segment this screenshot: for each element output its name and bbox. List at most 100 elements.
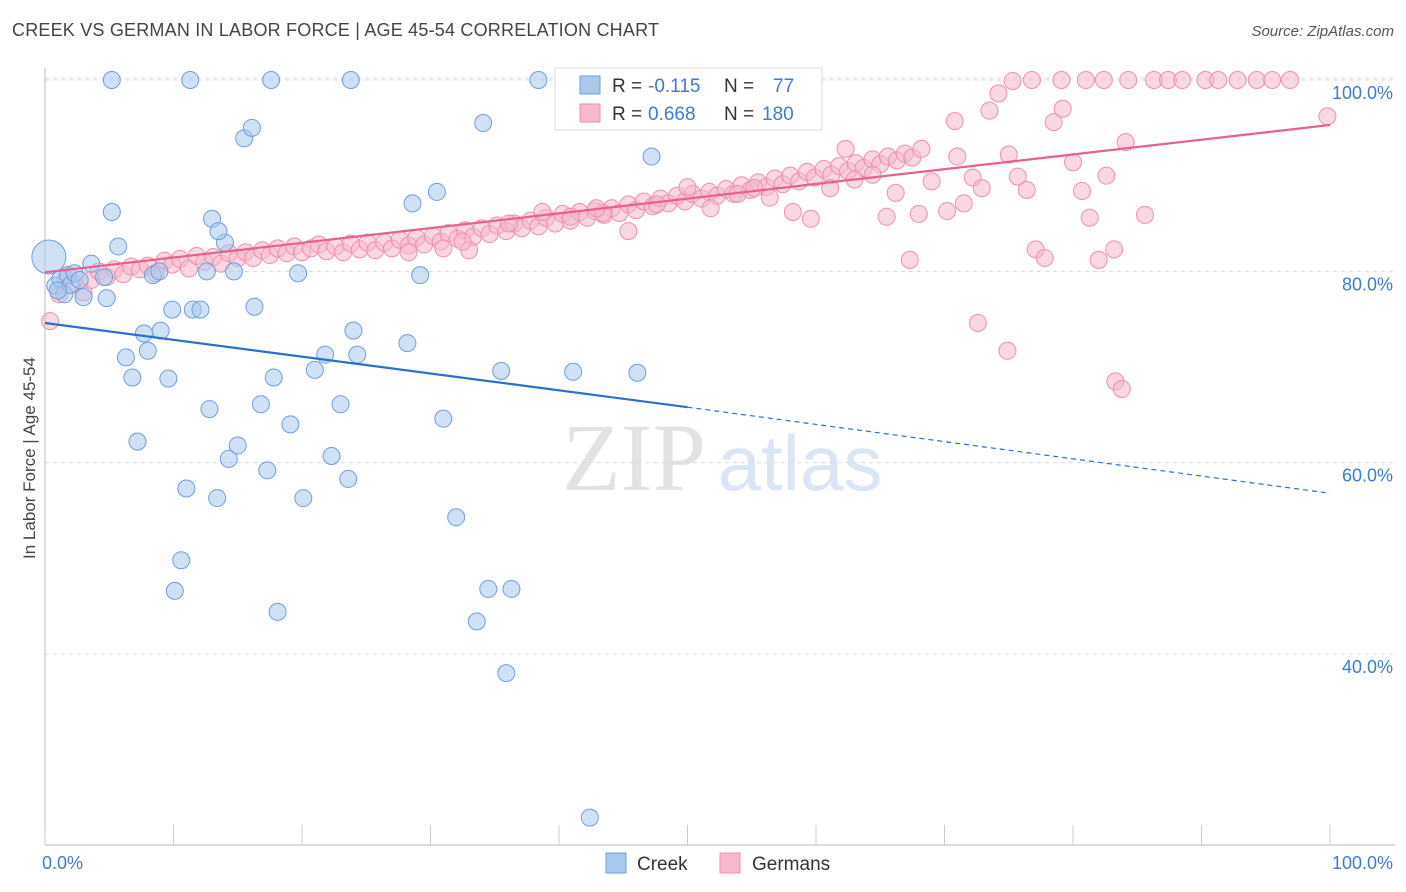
creek-point [163,300,182,319]
bottom-legend: Creek Germans [605,852,830,875]
creek-point [172,551,191,570]
creek-point [427,182,446,201]
german-point [678,178,697,197]
creek-bottom-swatch [605,852,627,874]
creek-point [492,361,511,380]
german-point [900,250,919,269]
y-tick-label: 60.0% [1342,466,1393,486]
creek-point [31,239,67,275]
x-tick-label-max: 100.0% [1332,853,1393,873]
german-point [1044,113,1063,132]
creek-point [447,508,466,527]
german-point [783,203,802,222]
creek-point [262,71,281,89]
german-point [399,243,418,262]
german-point [1173,71,1192,89]
creek-point [398,334,417,353]
y-tick-label: 80.0% [1342,274,1393,294]
creek-point [474,114,493,133]
german-point [1116,133,1135,152]
german-point [1228,71,1247,89]
creek-point [197,262,216,281]
german-point [980,101,999,120]
german-point [745,179,764,198]
german-point [1076,71,1095,89]
creek-point [281,415,300,434]
creek-point [48,281,67,300]
creek-point [123,368,142,387]
german-n-value: 180 [762,104,794,125]
x-tick-label-min: 0.0% [42,853,83,873]
german-point [801,209,820,228]
creek-point [403,194,422,213]
german-point [1008,167,1027,186]
german-point [1035,248,1054,267]
creek-point [102,203,121,222]
creek-point [348,345,367,364]
creek-point [109,237,128,256]
creek-point [177,479,196,498]
german-point [948,147,967,166]
german-point [1263,71,1282,89]
axes [44,68,1395,846]
creek-trend-line [44,321,688,409]
y-tick-label: 100.0% [1332,83,1393,103]
german-point [1281,71,1300,89]
german-point [1247,71,1266,89]
creek-n-value: 77 [773,76,794,97]
german-point [760,188,779,207]
german-point [922,172,941,191]
german-r-label: R = [612,104,642,125]
creek-r-label: R = [612,76,642,97]
y-axis-label: In Labor Force | Age 45-54 [20,357,39,559]
german-point [533,203,552,222]
german-point [647,195,666,214]
german-point [1119,71,1138,89]
y-tick-label: 40.0% [1342,657,1393,677]
german-point [954,194,973,213]
creek-point [134,324,153,343]
creek-point [82,254,101,273]
german-point [938,202,957,221]
creek-point [294,489,313,508]
creek-point [150,262,169,281]
german-point [1052,71,1071,89]
german-point [886,183,905,202]
stats-legend: R = -0.115 N = 77 R = 0.668 N = 180 [554,67,823,131]
creek-point [242,118,261,137]
creek-point [268,602,287,621]
german-legend-swatch [579,103,601,123]
creek-point [74,288,93,307]
creek-point [529,71,548,89]
german-point [877,207,896,226]
german-point [453,232,472,251]
german-point [701,199,720,218]
creek-point [181,71,200,89]
german-point [968,313,987,332]
german-point [945,112,964,131]
creek-point [344,321,363,340]
german-point [1105,240,1124,259]
german-n-label: N = [724,104,754,125]
creek-point [128,432,147,451]
german-point [1094,71,1113,89]
creek-point [191,300,210,319]
german-point [619,222,638,241]
creek-point [339,469,358,488]
german-points [41,71,1337,399]
creek-point [251,395,270,414]
creek-point [95,268,114,287]
creek-legend-swatch [579,75,601,95]
creek-point [628,363,647,382]
creek-point [102,71,121,89]
german-point [989,84,1008,103]
creek-point [70,270,89,289]
creek-point [580,808,599,827]
german-point [909,204,928,223]
german-point [999,145,1018,164]
german-point [972,179,991,198]
creek-trend-extension [687,406,1331,494]
creek-point [209,222,228,241]
creek-point [208,489,227,508]
